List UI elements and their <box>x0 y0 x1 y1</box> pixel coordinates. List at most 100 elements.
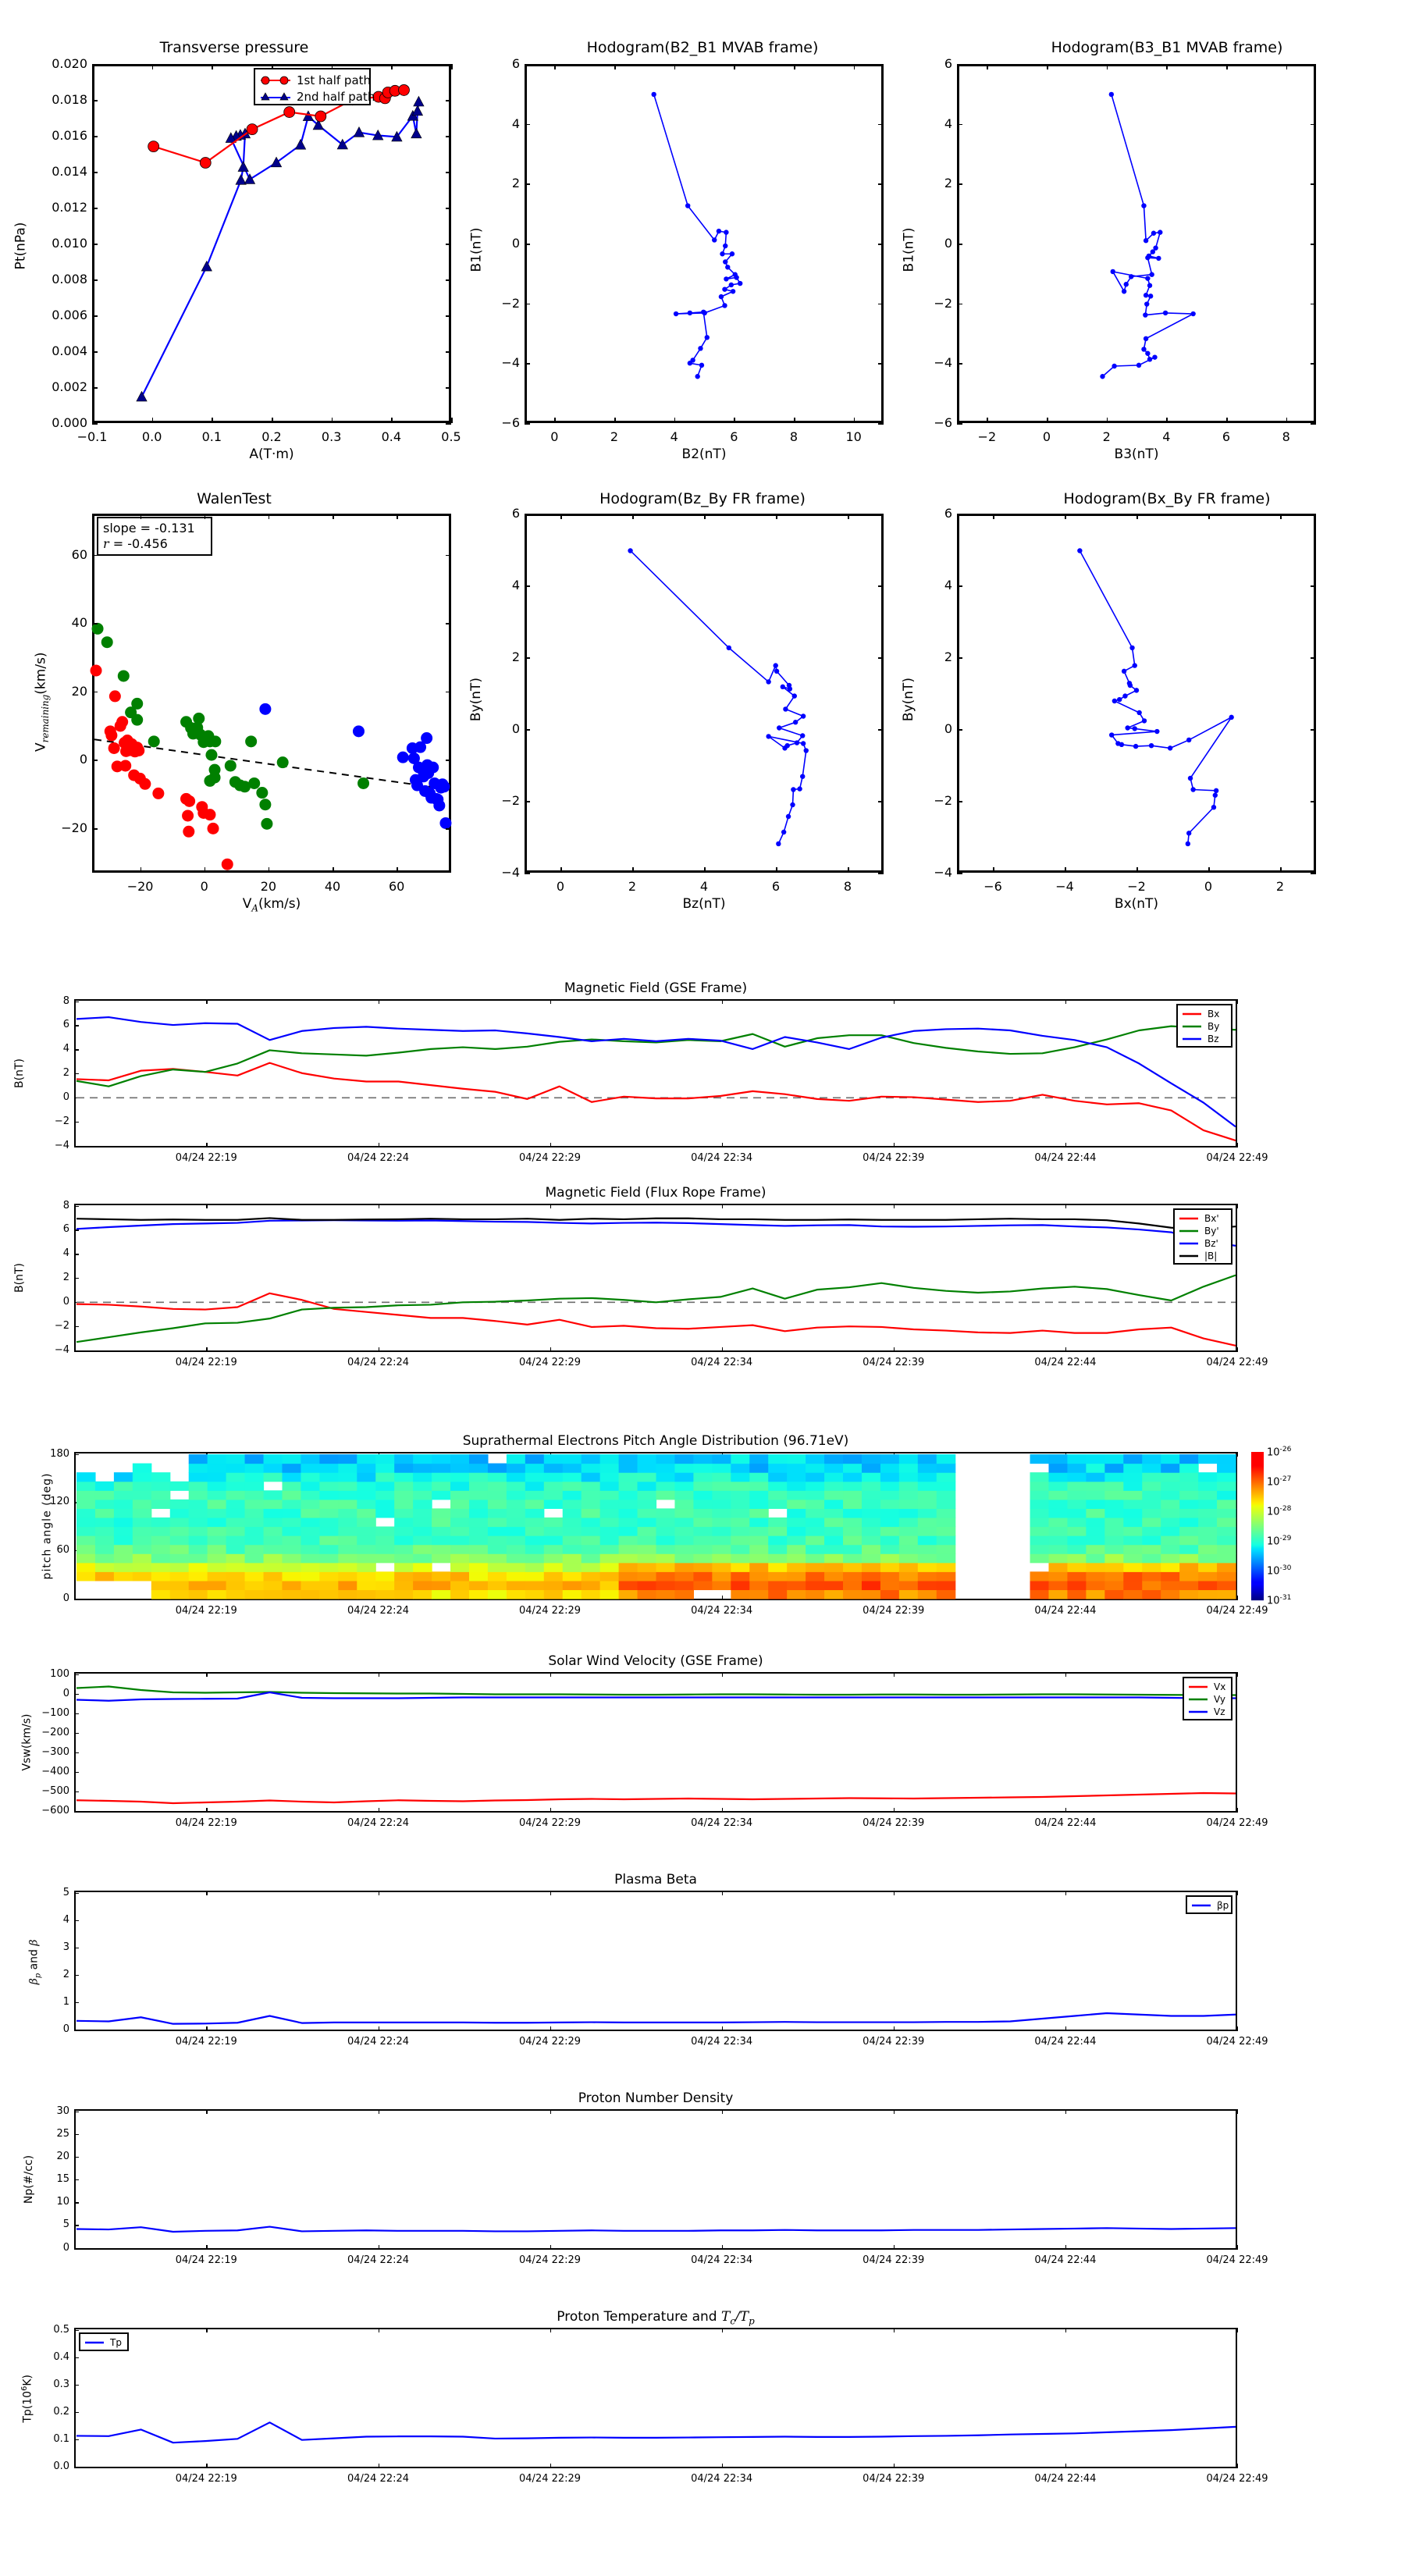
y-tick-label: 30 <box>56 2105 69 2117</box>
heatmap-cell <box>113 1526 133 1536</box>
x-tick-mark <box>1237 1596 1239 1600</box>
plot-area <box>957 514 1316 873</box>
heatmap-cell <box>730 1580 750 1590</box>
heatmap-cell <box>1066 1526 1087 1536</box>
x-tick-label: 04/24 22:49 <box>1206 1357 1268 1368</box>
heatmap-cell <box>356 1562 376 1572</box>
x-tick-label: 04/24 22:29 <box>519 2254 582 2266</box>
data-point <box>237 161 249 172</box>
heatmap-cell <box>898 1544 918 1554</box>
heatmap-cell <box>263 1463 283 1473</box>
heatmap-cell <box>842 1471 863 1482</box>
colorbar-band <box>1251 1459 1264 1461</box>
heatmap-cell <box>767 1553 788 1563</box>
data-point <box>791 787 796 792</box>
y-tick-mark <box>74 2001 79 2003</box>
heatmap-cell <box>393 1453 414 1464</box>
heatmap-cell <box>562 1589 582 1599</box>
heatmap-cell <box>1122 1507 1143 1518</box>
x-tick-label: 04/24 22:29 <box>519 1605 582 1617</box>
panel-title: Proton Number Density <box>578 2090 734 2106</box>
heatmap-cell <box>263 1517 283 1527</box>
colorbar-band <box>1251 1464 1264 1466</box>
heatmap-cell <box>151 1526 170 1536</box>
y-tick-label: 6 <box>944 56 952 71</box>
colorbar-band <box>1251 1523 1264 1525</box>
x-tick-label: 04/24 22:44 <box>1034 2254 1097 2266</box>
x-tick-mark <box>1136 867 1138 873</box>
y-tick-mark-right <box>1311 801 1316 802</box>
heatmap-cell <box>1179 1463 1199 1473</box>
heatmap-cell <box>562 1507 582 1518</box>
legend-label: βp <box>1217 1900 1229 1911</box>
heatmap-cell <box>169 1580 189 1590</box>
series-Bx <box>76 1062 1236 1141</box>
colorbar-band <box>1251 1520 1264 1521</box>
heatmap-cell <box>1030 1580 1049 1590</box>
x-tick-label: 8 <box>789 429 799 444</box>
heatmap-cell <box>637 1535 656 1545</box>
heatmap-cell <box>506 1553 525 1563</box>
legend-swatch-line <box>1179 1217 1198 1220</box>
x-tick-label: 40 <box>324 879 341 894</box>
heatmap-cell <box>188 1562 208 1572</box>
series-Vx <box>76 1791 1236 1804</box>
heatmap-cell <box>318 1507 339 1518</box>
heatmap-cell <box>281 1499 301 1509</box>
colorbar-band <box>1251 1498 1264 1500</box>
y-tick-mark <box>525 123 530 126</box>
heatmap-cell <box>1048 1471 1068 1482</box>
heatmap-cell <box>842 1517 863 1527</box>
colorbar-band <box>1251 1585 1264 1587</box>
heatmap-cell <box>898 1526 918 1536</box>
data-point <box>1141 203 1147 208</box>
x-tick-label: −0.1 <box>76 429 108 444</box>
legend-swatch-line <box>1189 1698 1208 1701</box>
legend-swatch-line <box>1179 1242 1198 1245</box>
y-tick-label: 4 <box>511 578 520 592</box>
heatmap-cell <box>525 1580 544 1590</box>
x-tick-mark <box>1208 867 1210 873</box>
legend-mag-fr: Bx' By' Bz' |B| <box>1173 1208 1232 1265</box>
legend-row: Bz <box>1181 1033 1228 1045</box>
heatmap-cell <box>226 1489 245 1500</box>
heatmap-cell <box>281 1453 301 1464</box>
colorbar-band <box>1251 1583 1264 1585</box>
heatmap-cell <box>468 1489 489 1500</box>
heatmap-cell <box>1216 1589 1236 1599</box>
heatmap-cell <box>375 1571 395 1581</box>
data-point <box>1127 682 1133 688</box>
heatmap-cell <box>450 1562 470 1572</box>
colorbar-band <box>1251 1485 1264 1487</box>
y-tick-label: 6 <box>62 1019 69 1031</box>
data-point <box>372 129 384 141</box>
x-tick-mark-top <box>1065 2328 1067 2332</box>
y-tick-mark <box>74 1791 79 1792</box>
heatmap-cell <box>281 1471 301 1482</box>
x-tick-mark <box>206 1808 208 1813</box>
heatmap-cell <box>487 1589 507 1599</box>
x-tick-mark-top <box>1106 64 1108 69</box>
panel-mag-fr: Magnetic Field (Flux Rope Frame) B(nT) −4−… <box>0 1185 1405 1389</box>
colorbar-band <box>1251 1579 1264 1581</box>
heatmap-cell <box>936 1463 955 1473</box>
heatmap-cell <box>151 1535 170 1545</box>
heatmap-cell <box>412 1499 432 1509</box>
data-point <box>276 756 289 769</box>
colorbar-band <box>1251 1454 1264 1456</box>
heatmap-cell <box>132 1553 151 1563</box>
heatmap-cell <box>730 1489 750 1500</box>
heatmap-cell <box>450 1571 470 1581</box>
data-point <box>1117 696 1122 703</box>
heatmap-cell <box>113 1489 133 1500</box>
data-point <box>1119 742 1125 748</box>
legend-transverse-pressure: 1st half path 2nd half path <box>254 68 375 105</box>
heatmap-cell <box>618 1517 638 1527</box>
x-tick-mark-top <box>1065 514 1066 519</box>
heatmap-cell <box>1066 1463 1087 1473</box>
legend-swatch-line <box>1183 1025 1201 1028</box>
heatmap-cell <box>711 1453 731 1464</box>
data-point <box>235 174 247 185</box>
heatmap-cell <box>375 1463 395 1473</box>
data-point <box>1147 283 1153 288</box>
